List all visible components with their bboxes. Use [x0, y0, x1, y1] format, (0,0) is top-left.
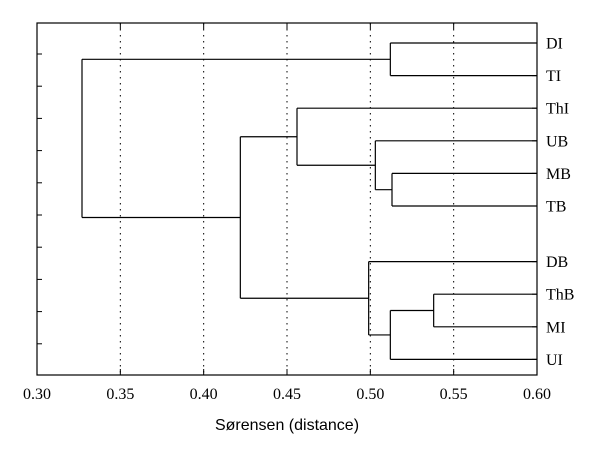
x-axis-title: Sørensen (distance) [215, 417, 359, 434]
x-tick-label: 0.35 [106, 386, 134, 403]
leaf-label-TI: TI [546, 68, 561, 85]
x-tick-label: 0.30 [23, 386, 51, 403]
x-tick-label: 0.40 [190, 386, 218, 403]
x-tick-label: 0.45 [273, 386, 301, 403]
leaf-label-UB: UB [546, 133, 568, 150]
x-tick-label: 0.55 [440, 386, 468, 403]
plot-frame [36, 22, 538, 376]
leaf-label-DI: DI [546, 36, 563, 53]
leaf-label-MI: MI [546, 319, 566, 336]
leaf-label-TB: TB [546, 199, 566, 216]
leaf-label-MB: MB [546, 166, 571, 183]
leaf-labels: DI TI ThI UB MB TB DB ThB MI UI [546, 36, 574, 369]
x-tick-label: 0.50 [356, 386, 384, 403]
leaf-label-ThI: ThI [546, 101, 569, 118]
leaf-label-ThB: ThB [546, 287, 574, 304]
leaf-label-DB: DB [546, 254, 568, 271]
x-tick-labels: 0.30 0.35 0.40 0.45 0.50 0.55 0.60 [23, 386, 551, 403]
leaf-label-UI: UI [546, 352, 563, 369]
x-tick-label: 0.60 [523, 386, 551, 403]
dendrogram-branches [81, 42, 537, 360]
